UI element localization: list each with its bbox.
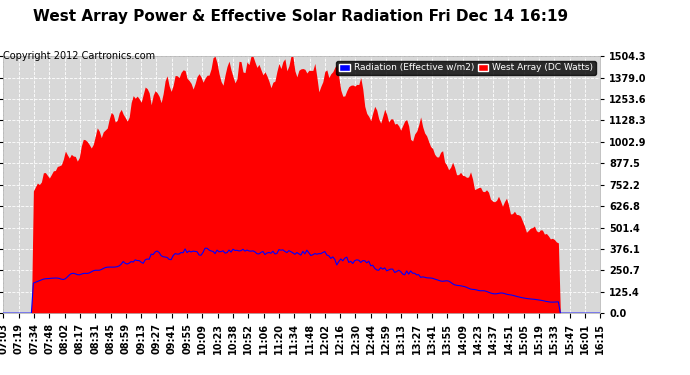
Text: Copyright 2012 Cartronics.com: Copyright 2012 Cartronics.com (3, 51, 155, 61)
Legend: Radiation (Effective w/m2), West Array (DC Watts): Radiation (Effective w/m2), West Array (… (337, 61, 595, 75)
Text: West Array Power & Effective Solar Radiation Fri Dec 14 16:19: West Array Power & Effective Solar Radia… (32, 9, 568, 24)
